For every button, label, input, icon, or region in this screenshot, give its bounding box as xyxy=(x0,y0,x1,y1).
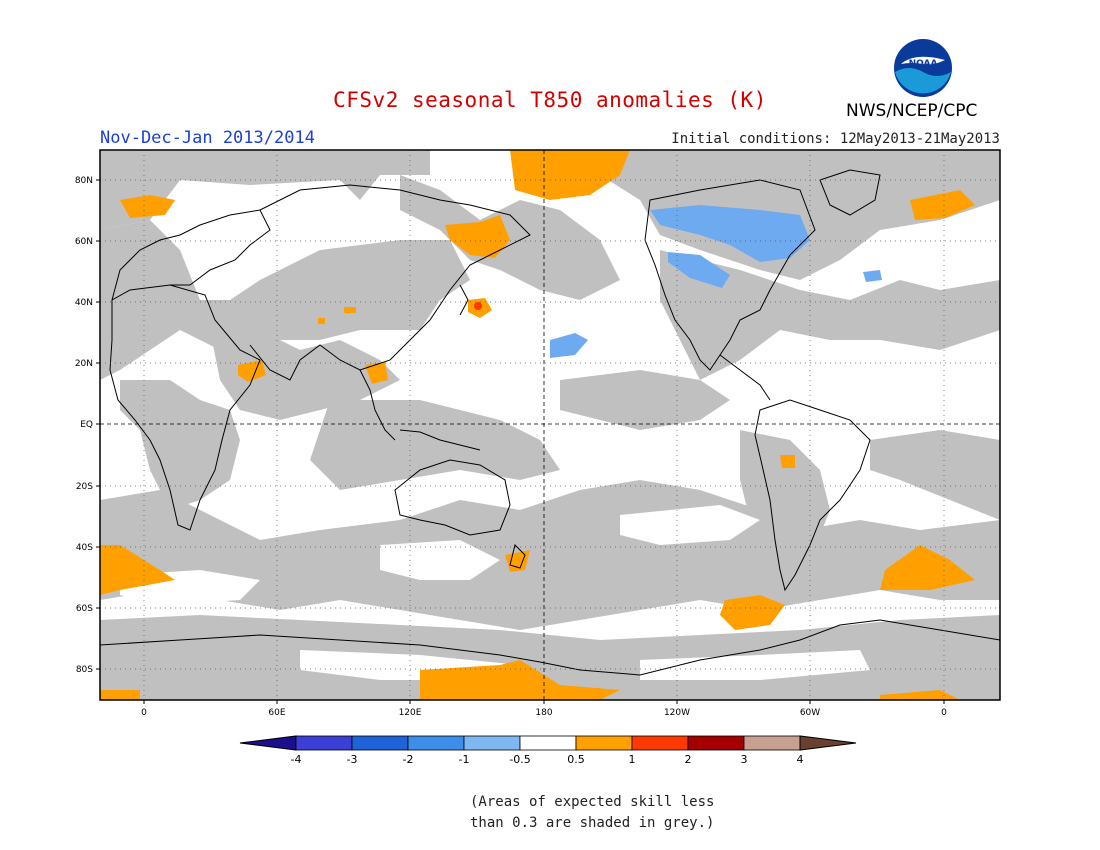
noaa-logo: NOAA xyxy=(894,39,952,97)
lat-label: 40N xyxy=(75,298,93,308)
colorbar-box xyxy=(463,735,521,751)
colorbar-box xyxy=(351,735,409,751)
colorbar-label: 0.5 xyxy=(567,753,585,766)
initial-conditions: Initial conditions: 12May2013-21May2013 xyxy=(671,131,1000,147)
colorbar-box xyxy=(743,735,801,751)
lon-label: 0 xyxy=(941,708,947,718)
colorbar-label: 4 xyxy=(797,753,804,766)
colorbar-label: -1 xyxy=(459,753,470,766)
colorbar-label: -0.5 xyxy=(509,753,530,766)
colorbar-label: -2 xyxy=(403,753,414,766)
latitude-labels: 80N 60N 40N 20N EQ 20S 40S 60S 80S xyxy=(75,176,93,675)
colorbar-arrow-high xyxy=(799,735,857,751)
colorbar-label: 1 xyxy=(629,753,636,766)
colorbar-label: -4 xyxy=(291,753,302,766)
colorbar-box xyxy=(575,735,633,751)
colorbar-box xyxy=(519,735,577,751)
lon-label: 120W xyxy=(664,708,690,718)
warm-anomaly-regions xyxy=(100,150,975,700)
coastlines xyxy=(100,169,1000,676)
skill-note-line: (Areas of expected skill less xyxy=(470,794,715,810)
map-frame xyxy=(99,149,1001,701)
forecast-period: Nov-Dec-Jan 2013/2014 xyxy=(100,128,315,148)
lat-label: 20S xyxy=(76,482,93,492)
colorbar-box xyxy=(407,735,465,751)
lon-label: 60W xyxy=(800,708,820,718)
agency-label: NWS/NCEP/CPC xyxy=(846,101,978,121)
lon-label: 180 xyxy=(535,708,552,718)
lon-label: 60E xyxy=(268,708,285,718)
equator-dateline xyxy=(100,150,1000,700)
colorbar-box xyxy=(687,735,745,751)
skill-note-line: than 0.3 are shaded in grey.) xyxy=(470,815,715,831)
svg-text:NOAA: NOAA xyxy=(909,59,938,69)
lon-label: 120E xyxy=(399,708,422,718)
lat-label: 80N xyxy=(75,176,93,186)
lat-label: EQ xyxy=(80,420,93,430)
lon-label: 0 xyxy=(141,708,147,718)
colorbar-arrow-low xyxy=(239,735,297,751)
lat-label: 20N xyxy=(75,359,93,369)
colorbar-label: -3 xyxy=(347,753,358,766)
colorbar-box xyxy=(631,735,689,751)
colorbar-boxes xyxy=(239,735,857,751)
lat-label: 80S xyxy=(76,665,93,675)
map-title: CFSv2 seasonal T850 anomalies (K) xyxy=(333,88,767,112)
map-gridlines xyxy=(100,150,1000,700)
colorbar-label: 3 xyxy=(741,753,748,766)
low-skill-grey-regions xyxy=(100,150,1000,700)
colorbar-label: 2 xyxy=(685,753,692,766)
lat-label: 60S xyxy=(76,604,93,614)
skill-note: (Areas of expected skill less than 0.3 a… xyxy=(470,792,714,834)
lat-label: 60N xyxy=(75,237,93,247)
hot-spot-region xyxy=(474,302,482,310)
lat-label: 40S xyxy=(76,543,93,553)
colorbar-labels: -4 -3 -2 -1 -0.5 0.5 1 2 3 4 xyxy=(291,753,804,766)
colorbar-box xyxy=(295,735,353,751)
longitude-labels: 0 60E 120E 180 120W 60W 0 xyxy=(141,708,947,718)
cool-anomaly-regions xyxy=(550,205,882,358)
